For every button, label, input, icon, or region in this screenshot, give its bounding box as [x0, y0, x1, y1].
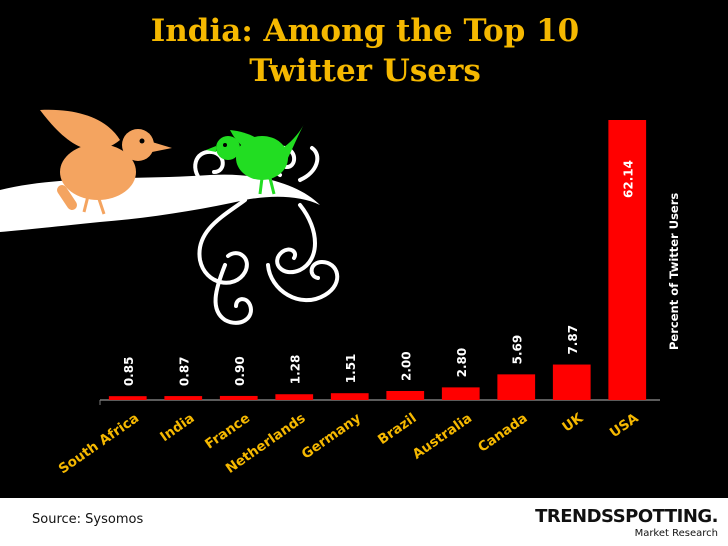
- category-label-usa: USA: [607, 410, 642, 441]
- green-bird-icon: [206, 124, 304, 195]
- value-label-australia: 2.80: [455, 348, 469, 378]
- bar-uk: [552, 364, 591, 400]
- bar-germany: [330, 393, 369, 400]
- category-label-australia: Australia: [410, 410, 475, 463]
- bar-australia: [441, 387, 480, 400]
- footer: Source: Sysomos TRENDSSPOTTING. Market R…: [0, 498, 728, 546]
- brand-name: TRENDSSPOTTING.: [535, 506, 718, 527]
- value-label-france: 0.90: [233, 356, 247, 386]
- value-label-germany: 1.51: [344, 354, 358, 384]
- category-label-france: France: [202, 410, 253, 452]
- category-label-germany: Germany: [299, 410, 364, 463]
- bars: [108, 120, 647, 400]
- category-label-india: India: [157, 410, 197, 445]
- slide: 0.85 0.87 0.90 1.28 1.51 2.00 2.80 5.69 7.87 62.1…: [0, 13, 681, 478]
- bar-france: [219, 395, 258, 400]
- bar-usa: [608, 120, 647, 400]
- y-axis-label: Percent of Twitter Users: [667, 193, 681, 350]
- brand-subtitle: Market Research: [634, 528, 718, 539]
- swirl-decoration: [193, 145, 340, 325]
- category-label-uk: UK: [559, 410, 586, 436]
- page-title-line-2: Twitter Users: [249, 53, 481, 89]
- bar-netherlands: [275, 394, 314, 400]
- branch-illustration: [0, 109, 340, 325]
- bar-india: [164, 396, 203, 400]
- value-label-canada: 5.69: [510, 335, 524, 365]
- value-label-brazil: 2.00: [399, 351, 413, 381]
- bar-chart: 0.85 0.87 0.90 1.28 1.51 2.00 2.80 5.69 7.87 62.1…: [0, 109, 681, 477]
- value-label-uk: 7.87: [566, 325, 580, 355]
- value-label-usa: 62.14: [621, 160, 635, 198]
- bar-brazil: [386, 390, 425, 400]
- category-label-brazil: Brazil: [375, 410, 420, 448]
- page-title-line-1: India: Among the Top 10: [150, 13, 580, 49]
- category-labels: South Africa India FranceNetherlandsGerman…: [56, 410, 642, 477]
- category-label-south-africa: South Africa: [56, 410, 142, 477]
- brand-logo: TRENDSSPOTTING. Market Research: [535, 506, 718, 539]
- category-label-canada: Canada: [475, 410, 530, 456]
- bar-south-africa: [108, 396, 147, 400]
- value-label-india: 0.87: [177, 356, 191, 386]
- value-label-netherlands: 1.28: [288, 355, 302, 385]
- orange-bird-icon: [40, 109, 172, 215]
- value-label-south-africa: 0.85: [122, 357, 136, 387]
- source-note: Source: Sysomos: [32, 512, 144, 527]
- bar-canada: [497, 374, 536, 400]
- value-labels: 0.85 0.87 0.90 1.28 1.51 2.00 2.80 5.69 7.87 62.1…: [122, 160, 636, 386]
